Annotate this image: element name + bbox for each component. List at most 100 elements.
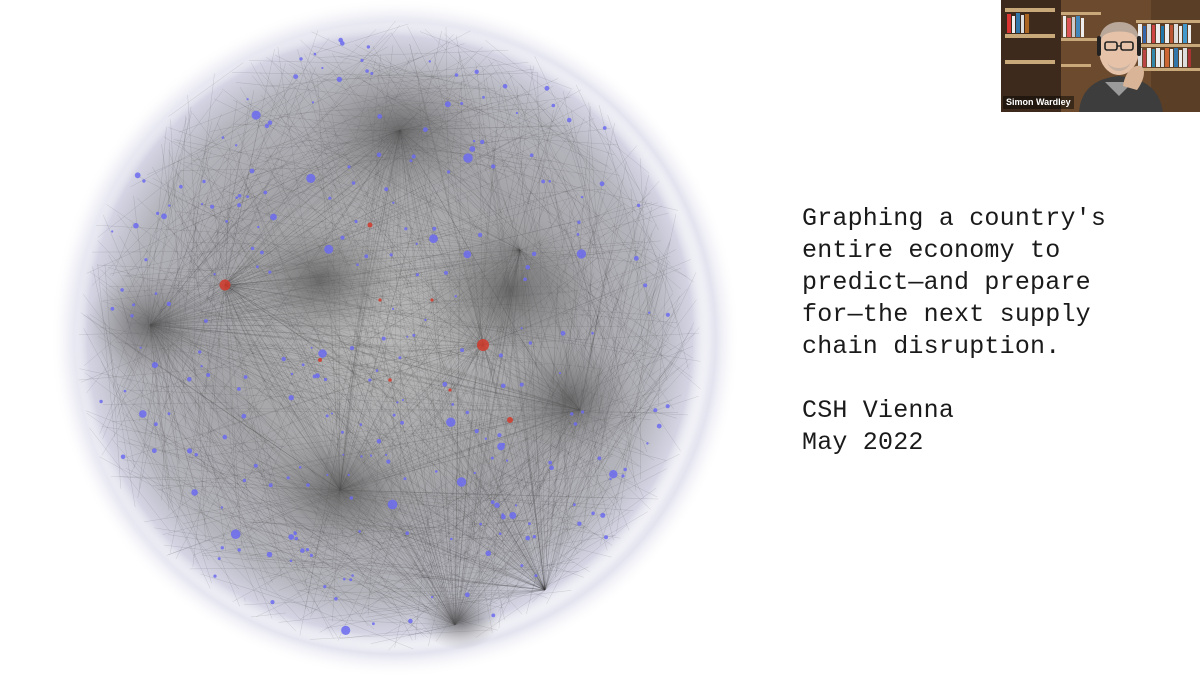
network-node-blue: [387, 499, 398, 510]
network-node-blue: [412, 333, 416, 337]
network-node-blue: [469, 146, 476, 152]
network-node-blue: [198, 350, 202, 354]
network-node-blue: [139, 410, 147, 418]
network-node-blue: [602, 126, 607, 130]
network-node-blue: [435, 470, 438, 473]
network-node-blue: [267, 120, 273, 125]
network-node-blue: [191, 489, 198, 496]
network-node-blue: [490, 456, 494, 460]
participant-video-feed: [1001, 0, 1200, 112]
network-node-blue: [298, 466, 302, 469]
network-node-blue: [375, 369, 379, 372]
network-node-blue: [558, 372, 562, 375]
network-node-blue: [347, 165, 351, 169]
network-node-blue: [600, 512, 606, 518]
network-node-blue: [321, 66, 324, 70]
network-node-blue: [447, 170, 451, 174]
network-node-blue: [621, 474, 625, 478]
slide-title-line: entire economy to: [802, 236, 1061, 265]
network-node-blue: [509, 512, 517, 519]
network-node-blue: [323, 377, 328, 382]
participant-video-tile[interactable]: Simon Wardley: [1001, 0, 1200, 112]
network-node-red: [477, 339, 489, 351]
network-node-blue: [665, 404, 670, 409]
network-node-blue: [347, 473, 350, 477]
network-node-blue: [377, 114, 383, 119]
network-node-blue: [246, 195, 250, 199]
network-node-blue: [359, 423, 363, 426]
network-node-blue: [364, 254, 369, 259]
network-node-blue: [576, 233, 580, 236]
slide-title-line: chain disruption.: [802, 332, 1061, 361]
network-node-blue: [591, 511, 595, 516]
network-node-blue: [411, 154, 416, 159]
network-node-blue: [529, 153, 534, 157]
network-node-blue: [187, 377, 192, 382]
network-node-blue: [442, 381, 448, 387]
network-node-blue: [328, 196, 332, 200]
network-node-blue: [351, 181, 356, 185]
network-graph-image: [40, 0, 760, 675]
network-node-blue: [643, 283, 648, 288]
network-node-blue: [356, 263, 359, 267]
network-node-blue: [139, 346, 142, 349]
network-node-blue: [206, 373, 211, 377]
network-node-blue: [323, 585, 327, 589]
network-node-blue: [531, 251, 537, 257]
network-node-blue: [403, 477, 407, 481]
network-node-blue: [573, 503, 576, 507]
slide-title-line: predict—and prepare: [802, 268, 1091, 297]
network-graph-svg: [50, 0, 740, 675]
network-node-blue: [301, 363, 305, 367]
network-node-blue: [342, 453, 345, 456]
network-node-blue: [217, 557, 221, 561]
network-node-blue: [318, 349, 327, 358]
network-node-blue: [423, 127, 428, 132]
network-node-blue: [370, 72, 374, 75]
network-node-blue: [501, 383, 506, 389]
network-node-red: [448, 388, 452, 392]
network-node-blue: [343, 577, 346, 581]
network-node-blue: [392, 307, 395, 310]
network-node-blue: [490, 500, 495, 505]
network-node-blue: [599, 181, 605, 187]
network-node-blue: [264, 123, 270, 129]
network-node-blue: [204, 319, 208, 323]
network-node-blue: [306, 173, 316, 183]
network-node-blue: [456, 477, 467, 487]
slide-text: Graphing a country's entire economy to p…: [802, 203, 1192, 459]
network-node-blue: [474, 429, 479, 434]
network-node-blue: [451, 403, 455, 406]
network-node-blue: [479, 522, 482, 526]
network-node-blue: [370, 454, 373, 457]
network-node-blue: [515, 111, 518, 115]
network-node-blue: [288, 534, 295, 540]
network-node-blue: [502, 442, 505, 446]
network-node-blue: [450, 537, 453, 541]
network-node-blue: [604, 535, 608, 540]
network-node-blue: [430, 596, 434, 599]
network-node-blue: [464, 592, 470, 598]
network-node-blue: [385, 453, 388, 456]
network-node-blue: [213, 273, 216, 276]
network-node-blue: [349, 346, 355, 351]
network-node-blue: [405, 531, 410, 535]
network-node-blue: [633, 255, 639, 261]
network-node-blue: [424, 318, 427, 322]
network-node-blue: [235, 144, 238, 147]
network-node-blue: [408, 618, 413, 624]
network-node-blue: [300, 548, 305, 553]
network-node-blue: [460, 348, 465, 353]
network-node-blue: [648, 311, 651, 314]
network-node-blue: [253, 463, 258, 468]
network-node-blue: [454, 73, 459, 77]
network-node-blue: [485, 550, 492, 557]
network-node-blue: [581, 410, 585, 414]
network-node-red: [507, 417, 513, 423]
network-node-red: [378, 298, 382, 302]
network-node-blue: [220, 546, 224, 550]
network-node-blue: [123, 389, 127, 393]
network-node-blue: [251, 110, 261, 120]
network-node-blue: [154, 292, 158, 295]
network-node-blue: [151, 448, 157, 454]
